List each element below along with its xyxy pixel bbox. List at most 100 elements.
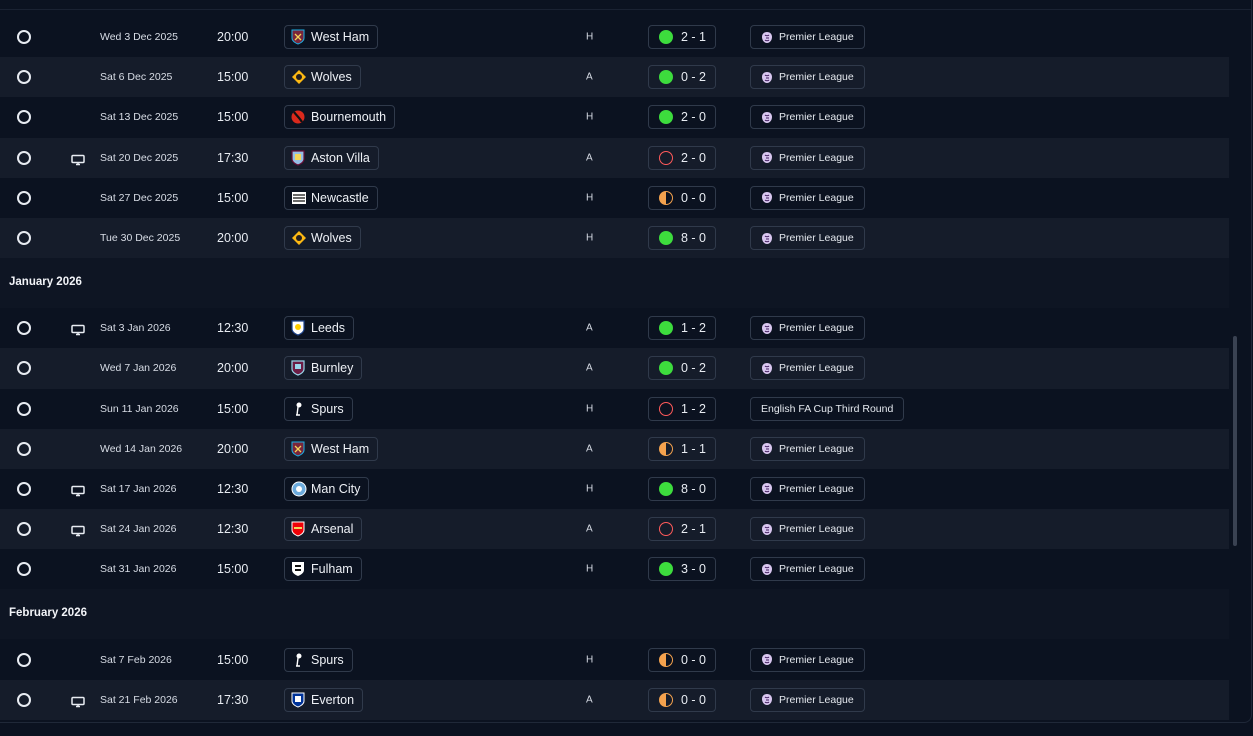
fixture-row[interactable]: Sat 20 Dec 2025 17:30 Aston Villa A 2 - 0 Pre…	[0, 137, 1229, 178]
fixture-row[interactable]: Wed 7 Jan 2026 20:00 Burnley A 0 - 2 Premier …	[0, 348, 1229, 389]
opponent-chip[interactable]: Leeds	[284, 316, 355, 341]
competition-chip[interactable]: Premier League	[750, 687, 865, 712]
month-header: January 2026	[0, 258, 1229, 309]
fixture-time: 15:00	[217, 562, 249, 577]
competition-name: Premier League	[779, 693, 854, 706]
empty-circle-icon[interactable]	[17, 481, 31, 496]
result-chip[interactable]: 8 - 0	[648, 226, 717, 251]
result-chip[interactable]: 0 - 2	[648, 356, 717, 381]
competition-chip[interactable]: Premier League	[750, 647, 865, 672]
opponent-chip[interactable]: Spurs	[284, 396, 353, 421]
opponent-chip[interactable]: Arsenal	[284, 517, 363, 542]
competition-chip[interactable]: English FA Cup Third Round	[750, 396, 905, 421]
result-chip[interactable]: 0 - 0	[648, 687, 717, 712]
competition-chip[interactable]: Premier League	[750, 65, 865, 90]
month-label: January 2026	[9, 276, 82, 289]
empty-circle-icon[interactable]	[17, 190, 31, 205]
competition-chip[interactable]: Premier League	[750, 226, 865, 251]
fixture-row[interactable]: Sun 11 Jan 2026 15:00 Spurs H 1 - 2 English F…	[0, 389, 1229, 429]
result-chip[interactable]: 0 - 0	[648, 647, 717, 672]
empty-circle-icon[interactable]	[17, 110, 31, 125]
fixture-row[interactable]: Wed 14 Jan 2026 20:00 West Ham A 1 - 1 Premie…	[0, 428, 1229, 469]
fixture-row[interactable]: Sat 24 Jan 2026 12:30 Arsenal A 2 - 1 Premier…	[0, 509, 1229, 550]
fixture-row[interactable]: Sat 17 Jan 2026 12:30 Man City H 8 - 0 Premie…	[0, 469, 1229, 509]
competition-chip[interactable]: Premier League	[750, 105, 865, 130]
fixture-row[interactable]: Wed 3 Dec 2025 20:00 West Ham H 2 - 1 Premier…	[0, 17, 1229, 57]
fixture-row[interactable]: Sat 3 Jan 2026 12:30 Leeds A 1 - 2 Premier Le…	[0, 308, 1229, 348]
competition-chip[interactable]: Premier League	[750, 25, 865, 50]
competition-chip[interactable]: Premier League	[750, 145, 865, 170]
opponent-chip[interactable]: Wolves	[284, 226, 361, 251]
empty-circle-icon[interactable]	[17, 70, 31, 85]
competition-chip[interactable]: Premier League	[750, 316, 865, 341]
scrollbar[interactable]	[1233, 336, 1237, 546]
result-chip[interactable]: 0 - 0	[648, 185, 717, 210]
fixture-row[interactable]: Sat 27 Dec 2025 15:00 Newcastle H 0 - 0 Premi…	[0, 178, 1229, 218]
opponent-name: West Ham	[311, 30, 370, 45]
competition-name: Premier League	[779, 31, 854, 44]
loss-result-icon	[659, 150, 673, 165]
villa-crest-icon	[291, 150, 305, 166]
opponent-chip[interactable]: Burnley	[284, 356, 363, 381]
result-chip[interactable]: 8 - 0	[648, 476, 717, 501]
empty-circle-icon[interactable]	[17, 30, 31, 45]
opponent-chip[interactable]: Everton	[284, 687, 364, 712]
win-result-icon	[659, 110, 673, 125]
competition-chip[interactable]: Premier League	[750, 517, 865, 542]
fixture-row[interactable]: Sat 31 Jan 2026 15:00 Fulham H 3 - 0 Premier …	[0, 549, 1229, 589]
fixture-row[interactable]: Tue 30 Dec 2025 20:00 Wolves H 8 - 0 Premier …	[0, 217, 1229, 259]
draw-result-icon	[659, 652, 673, 667]
result-chip[interactable]: 1 - 1	[648, 436, 717, 461]
empty-circle-icon[interactable]	[17, 150, 31, 165]
result-chip[interactable]: 0 - 2	[648, 65, 717, 90]
opponent-name: West Ham	[311, 441, 370, 456]
result-chip[interactable]: 2 - 0	[648, 145, 717, 170]
month-label: February 2026	[9, 607, 87, 620]
result-chip[interactable]: 1 - 2	[648, 396, 717, 421]
premier-league-lion-icon	[761, 693, 773, 706]
everton-crest-icon	[291, 692, 305, 708]
result-chip[interactable]: 2 - 1	[648, 517, 717, 542]
premier-league-lion-icon	[761, 442, 773, 455]
opponent-chip[interactable]: Newcastle	[284, 185, 378, 210]
opponent-name: Aston Villa	[311, 150, 370, 165]
competition-chip[interactable]: Premier League	[750, 356, 865, 381]
opponent-chip[interactable]: Man City	[284, 476, 370, 501]
opponent-chip[interactable]: Wolves	[284, 65, 361, 90]
empty-circle-icon[interactable]	[17, 522, 31, 537]
score: 3 - 0	[681, 562, 707, 577]
burnley-crest-icon	[291, 360, 305, 377]
empty-circle-icon[interactable]	[17, 361, 31, 376]
opponent-chip[interactable]: Aston Villa	[284, 145, 379, 170]
empty-circle-icon[interactable]	[17, 441, 31, 456]
competition-name: Premier League	[779, 442, 854, 455]
fixture-row[interactable]: Sat 7 Feb 2026 15:00 Spurs H 0 - 0 Premier Le…	[0, 639, 1229, 679]
result-chip[interactable]: 2 - 1	[648, 25, 717, 50]
empty-circle-icon[interactable]	[17, 562, 31, 577]
opponent-chip[interactable]: Spurs	[284, 647, 353, 672]
fixture-time: 20:00	[217, 361, 249, 376]
empty-circle-icon[interactable]	[17, 231, 31, 246]
opponent-chip[interactable]: Bournemouth	[284, 105, 396, 130]
result-chip[interactable]: 2 - 0	[648, 105, 717, 130]
fixture-time: 15:00	[217, 652, 249, 667]
fixture-row[interactable]: Sat 13 Dec 2025 15:00 Bournemouth H 2 - 0 Pre…	[0, 97, 1229, 137]
empty-circle-icon[interactable]	[17, 692, 31, 707]
premier-league-lion-icon	[761, 232, 773, 245]
opponent-chip[interactable]: West Ham	[284, 25, 379, 50]
opponent-chip[interactable]: West Ham	[284, 436, 379, 461]
fixture-row[interactable]: Sat 6 Dec 2025 15:00 Wolves A 0 - 2 Premier L…	[0, 57, 1229, 98]
opponent-chip[interactable]: Fulham	[284, 557, 362, 582]
venue-indicator: H	[586, 483, 594, 495]
result-chip[interactable]: 3 - 0	[648, 557, 717, 582]
empty-circle-icon[interactable]	[17, 652, 31, 667]
result-chip[interactable]: 1 - 2	[648, 316, 717, 341]
empty-circle-icon[interactable]	[17, 401, 31, 416]
fixture-date: Wed 7 Jan 2026	[100, 362, 177, 375]
competition-chip[interactable]: Premier League	[750, 436, 865, 461]
competition-chip[interactable]: Premier League	[750, 557, 865, 582]
competition-chip[interactable]: Premier League	[750, 476, 865, 501]
fixture-row[interactable]: Sat 21 Feb 2026 17:30 Everton A 0 - 0 Premier…	[0, 679, 1229, 720]
competition-chip[interactable]: Premier League	[750, 185, 865, 210]
empty-circle-icon[interactable]	[17, 321, 31, 336]
